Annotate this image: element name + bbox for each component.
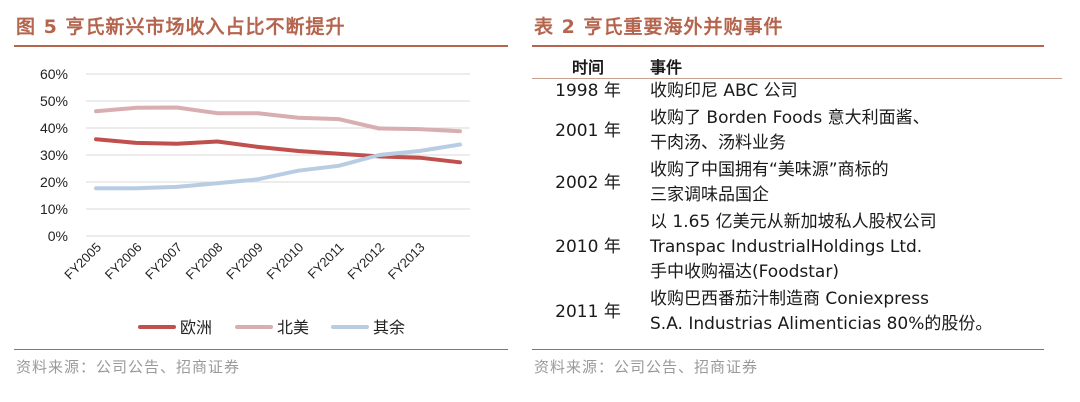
table-body: 1998 年 收购印尼 ABC 公司 2001 年 收购了 Borden Foods … [532,78,1062,338]
table-title: 表 2 亨氏重要海外并购事件 [534,16,784,38]
figure-bottom-rule [14,349,508,350]
table-row: 1998 年 收购印尼 ABC 公司 [532,78,1062,105]
y-tick-label: 60% [40,66,68,82]
x-tick-label: FY2007 [142,240,185,283]
x-tick-label: FY2008 [183,240,226,283]
row-year: 2010 年 [555,237,621,257]
event-line: 以 1.65 亿美元从新加坡私人股权公司 [650,212,937,232]
y-tick-label: 0% [48,228,68,244]
x-tick-label: FY2011 [305,240,347,282]
table-row: 2011 年 收购巴西番茄汁制造商 Coniexpress S.A. Industr… [532,286,1062,338]
legend-label: 北美 [277,319,309,337]
y-tick-label: 50% [40,93,68,109]
figure-title-rule [14,45,508,47]
event-line: 收购巴西番茄汁制造商 Coniexpress [650,289,929,309]
row-event: 收购了 Borden Foods 意大利面酱、 干肉汤、汤料业务 [644,105,1062,157]
table-source: 资料来源：公司公告、招商证券 [534,358,759,376]
row-year: 2011 年 [555,301,621,322]
row-event: 收购印尼 ABC 公司 [644,78,1062,105]
events-table: 时间 事件 1998 年 收购印尼 ABC 公司 2001 年 收购了 Borden … [532,54,1062,338]
row-event: 以 1.65 亿美元从新加坡私人股权公司 Transpac IndustrialH… [644,209,1062,286]
x-tick-label: FY2012 [344,240,387,283]
event-line: 手中收购福达(Foodstar) [650,262,839,282]
y-tick-label: 20% [40,174,68,190]
event-line: 收购了 Borden Foods 意大利面酱、 [650,108,930,128]
x-tick-label: FY2010 [264,240,307,283]
row-year: 2002 年 [555,172,621,193]
table-bottom-rule [532,349,1044,350]
line-chart: 0%10%20%30%40%50%60% FY2005FY2006FY2007F… [40,66,470,337]
table-row: 2001 年 收购了 Borden Foods 意大利面酱、 干肉汤、汤料业务 [532,105,1062,157]
col-header-time: 时间 [571,58,604,77]
event-line: Transpac IndustrialHoldings Ltd. [650,237,923,257]
series-line-北美 [94,105,462,134]
event-line: S.A. Industrias Alimenticias 80%的股份。 [650,314,993,334]
y-tick-label: 10% [40,201,68,217]
row-event: 收购了中国拥有“美味源”商标的 三家调味品国企 [644,157,1062,209]
legend-label: 欧洲 [180,319,212,337]
series-line-其余 [94,142,462,191]
row-event: 收购巴西番茄汁制造商 Coniexpress S.A. Industrias Al… [644,286,1062,338]
x-tick-label: FY2006 [102,240,145,283]
event-line: 干肉汤、汤料业务 [650,133,786,153]
figure-title: 图 5 亨氏新兴市场收入占比不断提升 [16,16,346,38]
row-year: 1998 年 [555,81,621,101]
y-tick-label: 30% [40,147,68,163]
event-line: 收购了中国拥有“美味源”商标的 [650,160,889,180]
x-tick-label: FY2009 [223,240,266,283]
event-line: 收购印尼 ABC 公司 [650,81,798,101]
table-title-rule [532,45,1044,47]
row-year: 2001 年 [555,120,621,141]
table-panel: 表 2 亨氏重要海外并购事件 时间 事件 1998 年 收购印尼 ABC 公司 20… [532,0,1080,402]
x-tick-label: FY2013 [385,240,428,283]
figure-source: 资料来源：公司公告、招商证券 [16,358,241,376]
table-row: 2010 年 以 1.65 亿美元从新加坡私人股权公司 Transpac Indus… [532,209,1062,286]
table-header-row: 时间 事件 [532,54,1062,78]
table-header-rule [532,78,1062,79]
table-row: 2002 年 收购了中国拥有“美味源”商标的 三家调味品国企 [532,157,1062,209]
event-line: 三家调味品国企 [650,185,769,205]
series-line-欧洲 [94,137,462,165]
figure-panel: 图 5 亨氏新兴市场收入占比不断提升 0% 10% 20% 30% 40% 50% 60% … [0,0,520,402]
y-tick-label: 40% [40,120,68,136]
x-tick-label: FY2005 [61,240,104,283]
legend-label: 其余 [373,318,405,337]
col-header-event: 事件 [650,58,683,77]
